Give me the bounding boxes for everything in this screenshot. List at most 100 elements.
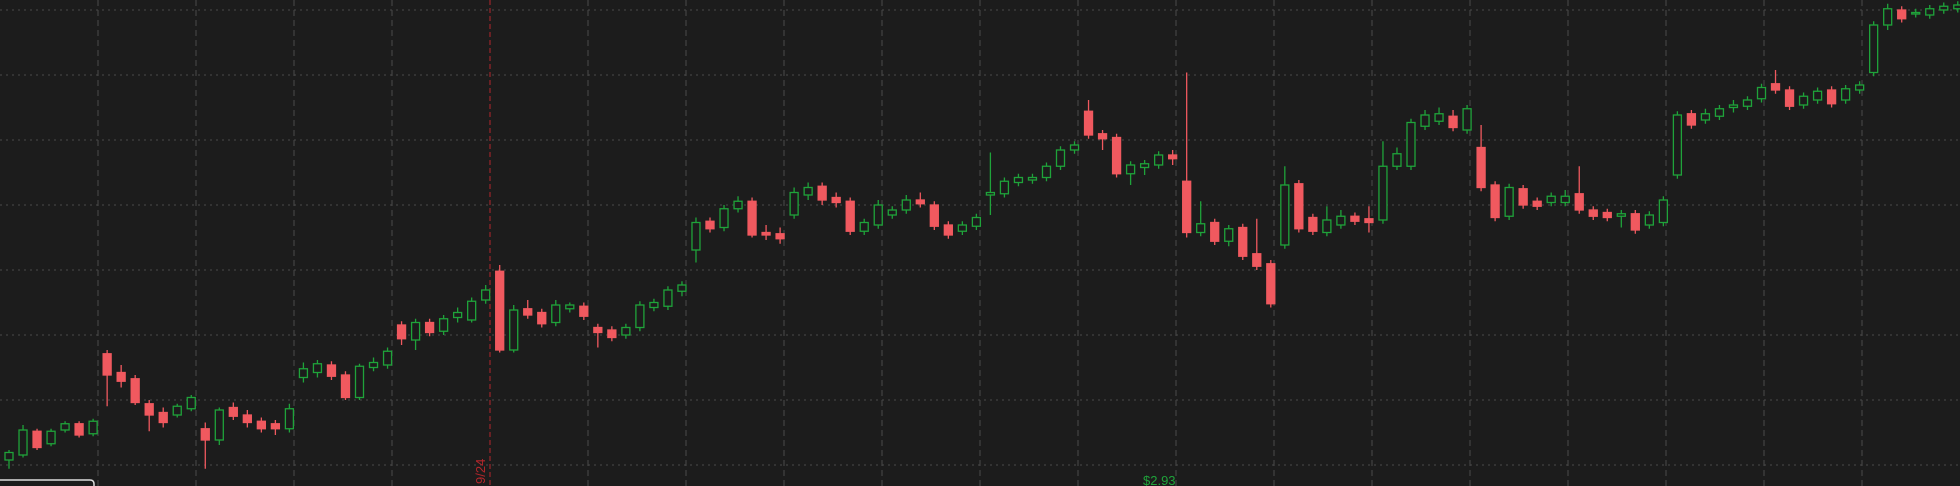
candle-body (1672, 114, 1683, 176)
candle-body (1083, 110, 1094, 136)
candle-body (803, 186, 813, 196)
candle-body (1182, 180, 1192, 234)
candles (4, 1, 1960, 469)
candle-body (1588, 209, 1598, 217)
candle-body (1644, 214, 1654, 226)
candle-body (1210, 221, 1220, 242)
candle-body (943, 224, 953, 236)
candle-body (887, 209, 897, 216)
candle-body (1925, 8, 1935, 16)
candle-body (1196, 223, 1206, 234)
candle-body (775, 233, 785, 240)
candle-body (1069, 144, 1080, 151)
candle-body (1770, 83, 1781, 91)
candle-body (1139, 163, 1150, 169)
candle-body (1742, 99, 1753, 107)
candle-body (1953, 4, 1960, 10)
tooltip-edge (0, 479, 95, 486)
candle-body (298, 368, 309, 379)
candle-body (1336, 215, 1346, 226)
candle-body (985, 191, 996, 196)
candle-body (1532, 200, 1542, 207)
candle-body (172, 405, 182, 416)
candle-body (1518, 188, 1528, 206)
candle-body (326, 364, 337, 377)
candle-body (1111, 136, 1122, 175)
candle-body (382, 350, 393, 366)
candle-body (1897, 9, 1907, 20)
candle-body (873, 204, 883, 226)
candle-body (284, 408, 295, 430)
candle-body (481, 289, 491, 301)
candle-body (1883, 8, 1893, 26)
candle-body (929, 204, 939, 227)
candle-body (551, 304, 561, 324)
candle-body (761, 231, 771, 236)
candle-body (1252, 253, 1262, 267)
candle-body (1125, 164, 1136, 175)
candle-body (565, 304, 575, 310)
candle-body (1812, 90, 1823, 101)
candle-body (1041, 165, 1052, 179)
candle-body (789, 191, 799, 216)
candle-body (158, 411, 168, 424)
candle-body (1027, 176, 1038, 181)
candle-body (1280, 184, 1290, 246)
candle-body (677, 284, 687, 292)
candle-body (691, 221, 701, 251)
candle-body (354, 365, 365, 399)
candle-body (4, 451, 14, 461)
candle-body (1462, 108, 1472, 131)
candle-body (1756, 86, 1767, 100)
candle-body (1728, 104, 1739, 109)
candle-body (1560, 195, 1570, 204)
candle-body (537, 311, 547, 325)
candle-body (1364, 218, 1374, 224)
candle-body (116, 371, 126, 382)
candle-body (1168, 154, 1178, 160)
candle-body (312, 363, 323, 374)
candle-body (256, 420, 267, 430)
candle-body (1392, 153, 1402, 167)
candle-body (1714, 108, 1725, 117)
candle-body (410, 321, 421, 341)
candle-body (957, 224, 968, 232)
candle-body (88, 420, 98, 435)
candle-body (1055, 149, 1066, 167)
candle-body (1826, 89, 1837, 105)
candle-body (663, 289, 673, 307)
horizontal-grid (0, 9, 1960, 466)
candle-body (971, 216, 982, 227)
candle-body (1420, 114, 1430, 127)
candle-body (1224, 228, 1234, 242)
candle-body (270, 423, 281, 430)
candle-body (1308, 216, 1318, 232)
candle-body (593, 326, 603, 334)
candle-body (1013, 176, 1024, 184)
candle-body (1686, 113, 1697, 126)
candle-body (340, 374, 351, 399)
candle-body (1854, 84, 1865, 91)
candle-body (144, 403, 154, 416)
candle-body (32, 430, 42, 449)
candle-body (368, 361, 379, 369)
candle-body (46, 430, 56, 445)
candle-body (1294, 183, 1304, 230)
candle-body (130, 378, 140, 404)
candle-body (1434, 113, 1444, 122)
candle-body (452, 311, 463, 319)
candle-body (1630, 213, 1640, 231)
candle-body (621, 326, 631, 336)
price-label: $2.93 (1143, 473, 1176, 486)
candle-body (999, 180, 1010, 195)
candle-body (1700, 113, 1711, 121)
candle-body (200, 428, 210, 441)
candle-body (18, 429, 28, 456)
candle-body (1574, 193, 1584, 211)
candle-body (242, 414, 252, 424)
candle-body (186, 396, 196, 410)
candle-body (424, 321, 435, 334)
candle-body (1322, 219, 1332, 234)
